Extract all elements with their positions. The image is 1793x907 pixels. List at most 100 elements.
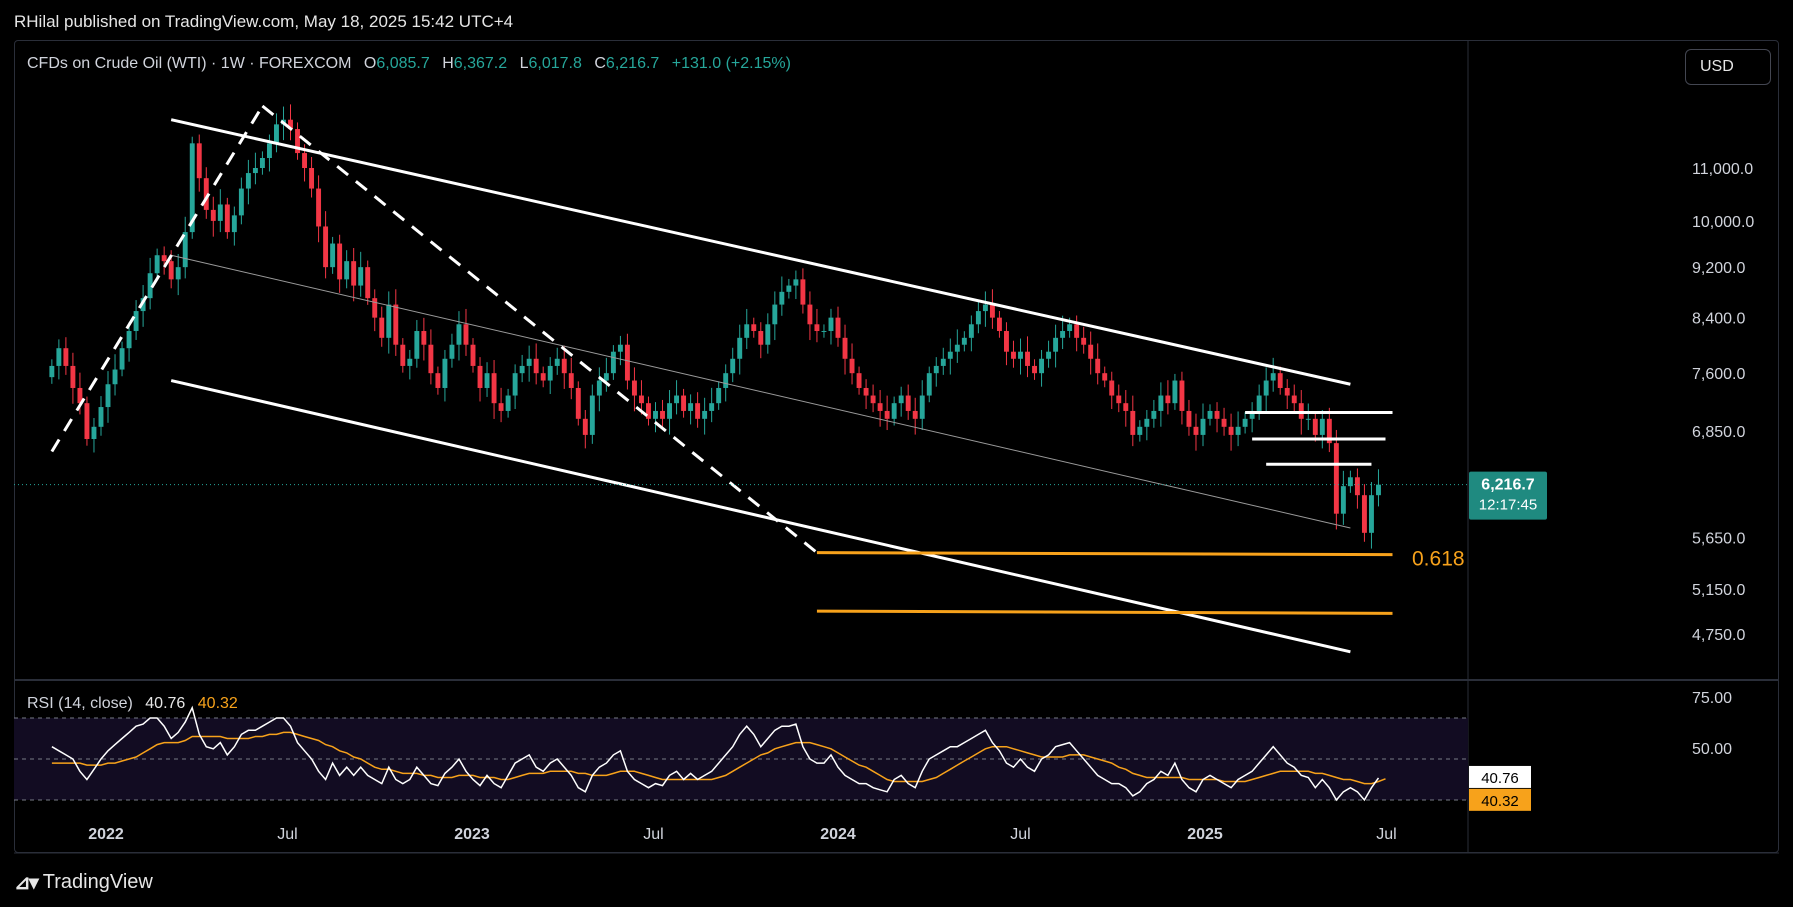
tradingview-logo-icon: ⊿▾ (14, 872, 39, 894)
price-badge-countdown: 12:17:45 (1479, 497, 1537, 514)
time-axis-tick: 2025 (1187, 826, 1223, 843)
time-axis-tick: Jul (1376, 826, 1396, 843)
candle-up (793, 279, 799, 286)
rsi-line (51, 705, 1380, 802)
rsi-ma-badge-text: 40.32 (1481, 793, 1519, 810)
candle-up (98, 407, 104, 427)
candle-down (681, 395, 687, 411)
candle-down (842, 337, 848, 359)
candle-up (330, 243, 336, 268)
candle-up (744, 324, 750, 338)
candle-up (259, 158, 265, 168)
price-badge (1469, 471, 1547, 520)
candle-up (982, 304, 988, 312)
candle-up (252, 168, 258, 174)
candle-down (870, 395, 876, 404)
candle-up (147, 273, 153, 299)
candle-up (1144, 418, 1150, 427)
candle-down (568, 373, 574, 388)
tradingview-logo[interactable]: ⊿▾ TradingView (14, 870, 153, 895)
candle-down (316, 188, 322, 227)
candle-up (737, 337, 743, 359)
candle-up (617, 344, 623, 352)
candle-up (603, 373, 609, 381)
candle-down (63, 348, 69, 366)
candle-up (1172, 380, 1178, 404)
low-value: 6,017.8 (528, 55, 582, 72)
candle-down (400, 344, 406, 366)
channel-middle-line (171, 254, 1351, 529)
price-axis-tick: 6,850.0 (1692, 424, 1745, 441)
candle-up (919, 395, 925, 419)
candle-up (231, 215, 237, 233)
price-badge-value: 6,216.7 (1481, 477, 1534, 494)
time-axis-tick: 2022 (88, 826, 124, 843)
candle-up (238, 188, 244, 216)
candle-down (758, 331, 764, 345)
candle-down (1354, 477, 1360, 496)
candle-down (905, 395, 911, 411)
candle-down (624, 344, 630, 381)
close-label: C (594, 55, 606, 72)
candle-down (224, 204, 230, 233)
channel-lower-line (170, 379, 1351, 654)
candle-up (414, 331, 420, 359)
candle-up (730, 358, 736, 374)
candle-down (70, 365, 76, 388)
candle-down (1326, 418, 1332, 444)
open-value: 6,085.7 (376, 55, 430, 72)
candle-up (1207, 410, 1213, 419)
candle-up (49, 365, 55, 378)
candle-up (968, 324, 974, 338)
candle-down (1081, 337, 1087, 345)
time-axis-tick: Jul (277, 826, 297, 843)
top-bar: RHilal published on TradingView.com, May… (0, 0, 1793, 40)
candle-up (926, 373, 932, 396)
candle-down (1214, 410, 1220, 419)
price-axis-tick: 4,750.0 (1692, 627, 1745, 644)
candle-up (688, 403, 694, 411)
candle-up (547, 365, 553, 381)
open-label: O (363, 55, 377, 72)
candle-up (723, 373, 729, 388)
price-axis-tick: 5,150.0 (1692, 582, 1745, 599)
candle-down (323, 226, 329, 268)
candle-down (1221, 418, 1227, 427)
candle-up (554, 358, 560, 366)
candle-up (674, 395, 680, 404)
symbol-name: CFDs on Crude Oil (WTI) · 1W · FOREXCOM (27, 55, 352, 72)
candle-up (947, 351, 953, 359)
candle-up (1319, 418, 1325, 435)
low-label: L (519, 55, 529, 72)
price-axis-tick: 9,200.0 (1692, 260, 1745, 277)
candle-down (660, 410, 665, 419)
candle-up (484, 373, 490, 388)
candle-up (449, 344, 455, 359)
candle-down (1193, 426, 1199, 435)
rsi-label: RSI (14, close) (27, 695, 133, 712)
candle-down (477, 365, 483, 388)
candle-down (1298, 403, 1304, 419)
candle-down (856, 373, 862, 388)
candle-down (639, 395, 644, 404)
candle-up (1158, 395, 1164, 411)
candle-up (1039, 358, 1045, 374)
candle-up (1018, 351, 1023, 359)
rsi-legend-ma-value: 40.32 (197, 695, 238, 712)
candle-up (1137, 426, 1143, 435)
rsi-legend: RSI (14, close) 40.76 40.32 (27, 695, 238, 713)
candle-up (119, 348, 125, 370)
candle-up (274, 124, 279, 144)
candle-up (126, 331, 132, 349)
currency-button[interactable]: USD (1685, 49, 1771, 85)
candle-up (189, 143, 195, 233)
candle-up (175, 267, 181, 280)
candle-up (709, 403, 715, 411)
rsi-legend-value: 40.76 (145, 695, 186, 712)
candle-up (1347, 477, 1353, 487)
candle-down (379, 317, 385, 338)
candle-down (337, 243, 343, 280)
candle-down (575, 387, 581, 419)
candle-up (975, 311, 981, 325)
